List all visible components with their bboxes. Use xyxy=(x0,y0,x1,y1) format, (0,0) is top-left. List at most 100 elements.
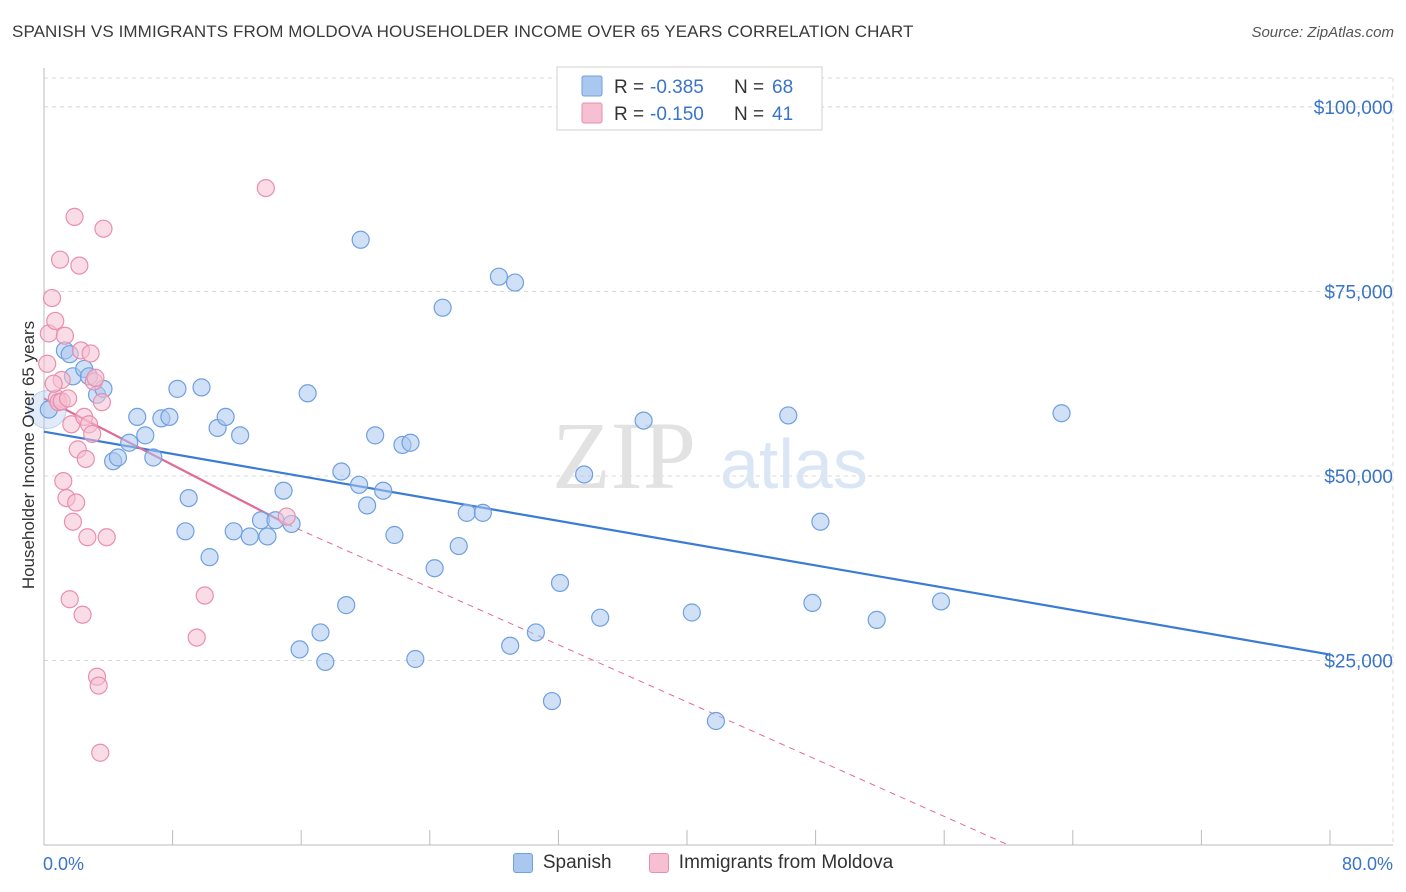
point-moldova xyxy=(187,628,206,647)
legend-r-label-spanish: R = xyxy=(614,77,649,98)
y-axis-label: Householder Income Over 65 years xyxy=(19,321,38,589)
point-spanish xyxy=(298,384,317,403)
legend-label-spanish: Spanish xyxy=(542,852,612,873)
point-spanish xyxy=(425,559,444,578)
point-spanish xyxy=(144,448,163,467)
point-spanish xyxy=(433,298,452,317)
point-spanish xyxy=(192,378,211,397)
point-spanish xyxy=(575,465,594,484)
y-tick-labels: $25,000 $50,000 $75,000 $100,000 xyxy=(1314,98,1393,673)
point-moldova xyxy=(60,590,79,609)
point-moldova xyxy=(78,528,97,547)
point-moldova xyxy=(44,374,63,393)
legend-r-value-spanish: -0.385 xyxy=(650,77,704,98)
point-moldova xyxy=(55,326,74,345)
point-spanish xyxy=(349,475,369,494)
point-spanish xyxy=(505,273,525,292)
legend-r-label-moldova: R = xyxy=(614,104,649,125)
point-moldova xyxy=(83,424,102,443)
point-spanish xyxy=(526,623,545,642)
point-spanish xyxy=(136,426,155,445)
point-spanish xyxy=(216,407,235,427)
legend-item-moldova: Immigrants from Moldova xyxy=(648,852,894,874)
y-tick-label: $75,000 xyxy=(1324,282,1393,303)
point-spanish xyxy=(274,481,293,500)
y-tick-label: $25,000 xyxy=(1324,651,1393,672)
point-spanish xyxy=(501,636,520,655)
point-spanish xyxy=(311,623,330,642)
point-spanish xyxy=(401,433,420,452)
point-moldova xyxy=(277,507,296,526)
point-spanish xyxy=(240,527,259,546)
point-moldova xyxy=(73,605,92,624)
point-moldova xyxy=(94,219,113,238)
point-spanish xyxy=(332,462,351,481)
point-spanish xyxy=(550,573,570,593)
x-tick-labels: 0.0% 80.0% xyxy=(43,854,1393,874)
legend-swatch-moldova xyxy=(581,102,603,124)
point-spanish xyxy=(542,691,562,711)
trend-line-moldova-extension xyxy=(286,523,1009,846)
point-moldova xyxy=(195,586,214,605)
legend-n-value-moldova: 41 xyxy=(772,104,793,125)
point-spanish xyxy=(706,711,726,731)
point-spanish xyxy=(867,610,886,629)
axes xyxy=(43,68,1393,846)
point-spanish xyxy=(457,503,476,522)
point-moldova xyxy=(86,368,105,387)
legend-item-spanish: Spanish xyxy=(512,852,612,874)
point-spanish xyxy=(200,548,219,567)
point-spanish xyxy=(179,488,198,508)
watermark-zip: ZIP xyxy=(552,402,696,509)
point-spanish xyxy=(224,522,243,541)
point-spanish xyxy=(931,592,951,611)
point-moldova xyxy=(76,449,95,469)
point-spanish xyxy=(449,536,468,556)
point-moldova xyxy=(89,676,108,695)
point-spanish xyxy=(290,640,309,659)
watermark-atlas: atlas xyxy=(720,425,868,503)
point-moldova xyxy=(70,256,89,275)
legend-bottom-swatch-moldova xyxy=(648,853,669,873)
point-moldova xyxy=(42,288,62,308)
y-tick-label: $50,000 xyxy=(1324,467,1393,488)
point-spanish xyxy=(120,433,139,452)
legend-bottom: Spanish Immigrants from Moldova xyxy=(0,852,1406,879)
legend-n-value-spanish: 68 xyxy=(772,77,793,98)
legend-bottom-swatch-spanish xyxy=(512,853,533,873)
point-moldova xyxy=(91,743,110,762)
point-moldova xyxy=(97,528,116,547)
point-spanish xyxy=(128,407,147,427)
point-spanish xyxy=(1052,404,1071,423)
point-spanish xyxy=(406,649,425,669)
point-moldova xyxy=(81,344,100,363)
point-moldova xyxy=(65,207,84,226)
data-points xyxy=(27,178,1071,762)
point-spanish xyxy=(316,652,335,672)
watermark: ZIP atlas xyxy=(552,402,868,509)
point-spanish xyxy=(591,608,610,627)
legend-n-label-moldova: N = xyxy=(734,104,769,125)
point-moldova xyxy=(92,393,111,412)
point-moldova xyxy=(67,493,86,512)
point-moldova xyxy=(256,178,275,198)
point-spanish xyxy=(231,426,250,445)
point-moldova xyxy=(46,311,65,331)
point-spanish xyxy=(682,603,701,622)
gridlines xyxy=(44,77,1394,845)
point-moldova xyxy=(38,354,57,373)
point-spanish xyxy=(351,230,370,249)
point-spanish xyxy=(108,448,128,467)
point-spanish xyxy=(258,527,277,546)
point-spanish xyxy=(337,596,356,615)
point-spanish xyxy=(358,496,377,515)
point-moldova xyxy=(50,250,70,269)
legend-swatch-spanish xyxy=(581,75,603,97)
point-moldova xyxy=(63,512,83,531)
point-spanish xyxy=(374,481,393,500)
point-spanish xyxy=(489,267,509,286)
source-label: Source: ZipAtlas.com xyxy=(1251,24,1394,41)
legend-label-moldova: Immigrants from Moldova xyxy=(678,852,894,873)
point-spanish xyxy=(779,406,798,425)
